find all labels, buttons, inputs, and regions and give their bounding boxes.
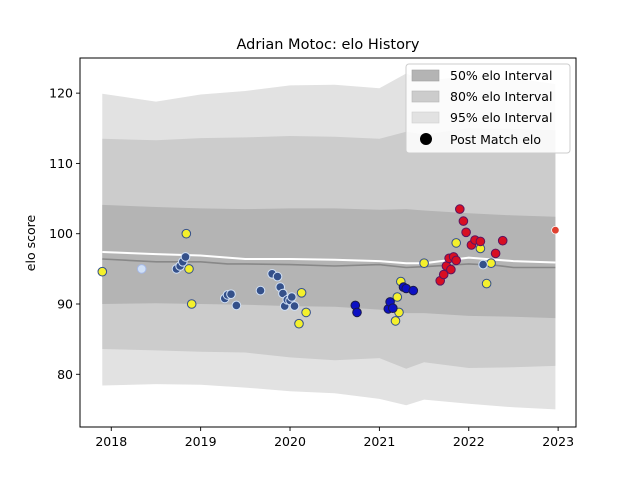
legend-swatch-95	[411, 111, 440, 124]
x-tick-label: 2020	[274, 434, 306, 449]
data-point-red	[438, 269, 449, 280]
data-point-red	[490, 248, 501, 259]
data-point-yellow	[301, 307, 311, 318]
x-tick-label: 2023	[542, 434, 574, 449]
data-point-yellow	[296, 288, 307, 298]
x-tick-label: 2018	[95, 434, 127, 449]
data-point-steel	[287, 292, 297, 302]
y-tick-label: 120	[49, 86, 73, 101]
data-point-yellow	[419, 258, 429, 269]
y-tick-label: 80	[57, 367, 73, 382]
data-point-steel	[478, 259, 488, 270]
plot-area	[97, 73, 560, 410]
band-50-percent	[102, 204, 556, 319]
legend-label-50: 50% elo Interval	[450, 68, 552, 83]
data-point-red	[451, 255, 462, 266]
x-tick-label: 2019	[185, 434, 217, 449]
y-tick-label: 90	[57, 297, 73, 312]
legend-box	[405, 63, 571, 154]
x-axis: 2018 2019 2020 2021 2022 2023	[95, 427, 574, 449]
x-tick-label: 2022	[453, 434, 485, 449]
data-point-red	[458, 216, 469, 226]
y-axis: 80 90 100 110 120	[49, 86, 80, 382]
legend-label-95: 95% elo Interval	[450, 110, 552, 125]
x-tick-label: 2021	[363, 434, 395, 449]
legend-marker-post-match	[420, 133, 432, 145]
data-point-red	[475, 236, 486, 247]
y-tick-label: 110	[49, 156, 73, 171]
data-point-yellow	[390, 316, 401, 326]
data-point-yellow	[481, 278, 492, 289]
data-point-red	[461, 227, 471, 238]
data-point-yellow	[184, 264, 194, 274]
data-point-steel	[231, 300, 242, 311]
data-point-yellow	[97, 266, 108, 277]
data-point-royal	[388, 303, 398, 314]
legend: 50% elo Interval 80% elo Interval 95% el…	[405, 63, 571, 154]
data-point-red	[497, 235, 508, 246]
data-point-steel	[226, 289, 236, 300]
data-point-yellow	[486, 258, 496, 269]
data-point-yellow	[186, 299, 197, 309]
legend-label-post-match: Post Match elo	[450, 132, 541, 147]
data-point-royal	[408, 285, 419, 296]
axes-frame	[79, 57, 577, 428]
post-match-points	[97, 204, 560, 329]
data-point-royal	[352, 307, 362, 318]
data-point-pale	[136, 264, 147, 274]
y-axis-label: elo score	[23, 215, 38, 272]
data-point-red	[446, 264, 456, 275]
data-point-latest	[551, 225, 560, 235]
legend-swatch-50	[411, 69, 440, 82]
legend-swatch-80	[411, 90, 440, 103]
data-point-yellow	[294, 318, 304, 329]
data-point-steel	[289, 301, 300, 311]
data-point-red	[455, 204, 465, 214]
data-point-steel	[272, 271, 283, 282]
data-point-yellow	[181, 228, 192, 239]
data-point-yellow	[451, 238, 462, 248]
legend-label-80: 80% elo Interval	[450, 89, 552, 104]
y-tick-label: 100	[49, 226, 73, 241]
data-point-steel	[255, 285, 266, 296]
data-point-steel	[180, 252, 191, 262]
data-point-yellow	[392, 292, 403, 302]
chart-title: Adrian Motoc: elo History	[237, 37, 420, 53]
